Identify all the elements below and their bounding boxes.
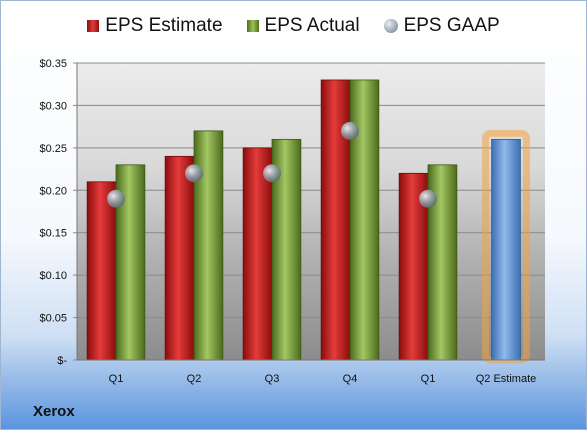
- y-tick-label: $0.10: [39, 270, 67, 282]
- legend-item-eps-gaap: EPS GAAP: [383, 15, 500, 37]
- x-tick-label: Q3: [265, 373, 280, 385]
- x-tick-label: Q4: [343, 373, 358, 385]
- y-tick-label: $0.35: [39, 58, 67, 70]
- bar-eps-estimate: [320, 79, 351, 361]
- y-tick-label: $-: [57, 355, 67, 367]
- company-name: Xerox: [33, 403, 75, 420]
- y-tick-label: $0.30: [39, 100, 67, 112]
- legend-label-eps-gaap: EPS GAAP: [403, 15, 500, 36]
- bar-q2-estimate: [491, 138, 521, 361]
- legend-label-eps-actual: EPS Actual: [264, 15, 360, 36]
- x-axis: Q1 Q2 Q3 Q4 Q1 Q2 Estimate: [77, 359, 545, 385]
- marker-eps-gaap: [419, 189, 437, 208]
- x-tick-label: Q2 Estimate: [476, 373, 537, 385]
- y-tick-label: $0.20: [39, 185, 67, 197]
- marker-eps-gaap: [341, 121, 359, 140]
- gaap-markers: [107, 121, 437, 208]
- marker-eps-gaap: [263, 164, 281, 183]
- bar-eps-actual: [349, 79, 380, 361]
- y-tick-label: $0.05: [39, 313, 67, 325]
- marker-eps-gaap: [185, 164, 203, 183]
- legend-swatch-eps-actual: [246, 20, 259, 32]
- plot-area: [77, 63, 545, 360]
- bar-eps-actual: [193, 130, 224, 361]
- x-tick-label: Q1: [109, 373, 124, 385]
- legend-swatch-eps-gaap: [383, 19, 398, 33]
- legend-item-eps-estimate: EPS Estimate: [87, 15, 223, 37]
- marker-eps-gaap: [107, 189, 125, 208]
- legend-swatch-eps-estimate: [87, 20, 100, 32]
- legend-label-eps-estimate: EPS Estimate: [105, 15, 223, 36]
- bar-eps-estimate: [242, 147, 273, 361]
- bar-eps-estimate: [86, 181, 117, 361]
- x-tick-label: Q2: [187, 373, 202, 385]
- legend-item-eps-actual: EPS Actual: [246, 15, 360, 37]
- x-tick-label: Q1: [421, 373, 436, 385]
- legend: EPS Estimate EPS Actual EPS GAAP: [1, 15, 586, 37]
- bar-eps-estimate: [164, 155, 195, 361]
- y-tick-label: $0.15: [39, 228, 67, 240]
- y-tick-label: $0.25: [39, 143, 67, 155]
- y-axis: $- $0.05 $0.10 $0.15 $0.20 $0.25 $0.30 $0.35: [39, 58, 78, 367]
